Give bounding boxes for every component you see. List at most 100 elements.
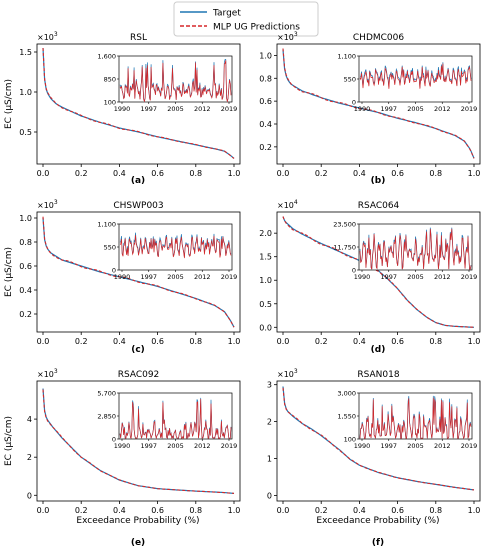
- y-tick-label: 1.0: [259, 276, 272, 285]
- inset-y-tick-label: 5,700: [97, 390, 116, 398]
- y-multiplier: ×103: [37, 199, 58, 210]
- panel-label: (d): [371, 345, 386, 355]
- x-tick-label: 0.6: [151, 169, 164, 178]
- plot-frame: [36, 43, 241, 165]
- inset-series-prediction: [119, 60, 232, 103]
- series-prediction: [42, 47, 235, 159]
- x-tick-label: 1.0: [468, 506, 481, 515]
- y-tick-label: 0.2: [19, 310, 32, 319]
- y-multiplier: ×104: [277, 199, 298, 210]
- inset-y-tick-label: 1,100: [337, 53, 356, 61]
- inset-x-tick-label: 2012: [194, 273, 211, 281]
- x-tick-label: 1.0: [228, 506, 241, 515]
- inset-x-tick-label: 2012: [194, 442, 211, 450]
- panel-title: RSAN018: [357, 370, 399, 380]
- x-tick-label: 0.8: [189, 506, 202, 515]
- y-tick-label: 0.2: [259, 143, 272, 152]
- y-tick-label: 1.0: [259, 51, 272, 60]
- y-tick-label: 1.0: [19, 214, 32, 223]
- inset-x-tick-label: 1990: [114, 105, 131, 113]
- x-tick-label: 0.8: [429, 337, 442, 346]
- inset-y-tick-label: 0: [352, 99, 356, 107]
- panel-label: (b): [371, 176, 386, 186]
- panel-4: RSAC064 ×104 0.0 0.2 0.4 0.6 0.8 1.0 0.0 0.5 1.0 1.…: [259, 199, 481, 355]
- inset-timeseries: 0 550 1,100 1990 1997 2005 2012 2019: [337, 53, 477, 114]
- series-prediction: [42, 389, 235, 494]
- inset-x-tick-label: 2019: [461, 442, 478, 450]
- x-tick-label: 0.6: [391, 169, 404, 178]
- x-tick-label: 0.6: [391, 337, 404, 346]
- panel-1: RSL ×103 0.0 0.2 0.4 0.6 0.8 1.0 0.5 1.0 1.5 (a) 100…: [19, 31, 241, 186]
- y-tick-label: 1.5: [19, 48, 32, 57]
- series-prediction: [282, 216, 475, 328]
- inset-series-prediction: [119, 235, 232, 259]
- x-tick-label: 0.2: [315, 337, 328, 346]
- panel-5: RSAC092 ×103 0.0 0.2 0.4 0.6 0.8 1.0 0 2 4 (e) 0 2,85…: [27, 368, 241, 548]
- x-tick-label: 1.0: [468, 169, 481, 178]
- inset-y-tick-label: 100: [344, 436, 356, 444]
- inset-x-tick-label: 2019: [221, 105, 238, 113]
- y-tick-label: 1.5: [259, 253, 272, 262]
- series-prediction: [282, 48, 475, 159]
- x-tick-label: 0.0: [37, 506, 50, 515]
- inset-x-tick-label: 1990: [354, 105, 371, 113]
- legend: Target MLP UG Predictions: [173, 1, 319, 37]
- inset-timeseries: 0 2,850 5,700 1990 1997 2005 2012 2019: [97, 390, 237, 451]
- x-tick-label: 0.8: [429, 506, 442, 515]
- inset-x-tick-label: 1997: [380, 273, 397, 281]
- ylabel-row3: EC (μS/cm): [4, 416, 14, 466]
- y-tick-label: 0: [27, 491, 32, 500]
- y-tick-label: 1: [267, 455, 272, 464]
- x-tick-label: 0.4: [113, 506, 126, 515]
- x-tick-label: 0.8: [189, 337, 202, 346]
- y-tick-label: 0.8: [259, 74, 272, 83]
- y-tick-label: 2: [27, 453, 32, 462]
- panel-title: RSL: [130, 33, 147, 43]
- y-tick-label: 0: [267, 491, 272, 500]
- y-tick-label: 2.0: [259, 229, 272, 238]
- inset-x-tick-label: 1997: [140, 273, 157, 281]
- series-target: [282, 386, 475, 491]
- y-tick-label: 3: [267, 381, 272, 390]
- inset-x-tick-label: 2019: [461, 273, 478, 281]
- inset-series-prediction: [359, 397, 472, 440]
- y-tick-label: 0.5: [259, 300, 272, 309]
- y-tick-label: 0.8: [19, 238, 32, 247]
- y-tick-label: 2: [267, 418, 272, 427]
- inset-timeseries: 0 11,750 23,500 1990 1997 2005 2012 2019: [333, 221, 477, 282]
- y-tick-label: 0.6: [259, 97, 272, 106]
- x-tick-label: 0.2: [315, 506, 328, 515]
- inset-y-tick-label: 0: [112, 436, 116, 444]
- inset-y-tick-label: 550: [104, 244, 116, 252]
- inset-x-tick-label: 1997: [380, 105, 397, 113]
- panel-title: RSAC064: [358, 201, 400, 211]
- inset-y-tick-label: 550: [344, 76, 356, 84]
- inset-y-tick-label: 0: [352, 267, 356, 275]
- inset-series-prediction: [359, 228, 472, 270]
- inset-y-tick-label: 100: [104, 99, 116, 107]
- panel-label: (f): [372, 538, 384, 548]
- x-tick-label: 0.4: [353, 169, 366, 178]
- panel-label: (e): [131, 538, 145, 548]
- inset-y-tick-label: 2,850: [97, 413, 116, 421]
- x-tick-label: 0.4: [353, 506, 366, 515]
- x-tick-label: 0.6: [151, 506, 164, 515]
- y-multiplier: ×103: [37, 31, 58, 42]
- inset-x-tick-label: 2005: [407, 273, 424, 281]
- inset-x-tick-label: 1990: [354, 273, 371, 281]
- panel-3: CHSWP003 ×103 0.0 0.2 0.4 0.6 0.8 1.0 0.2 0.4 0.6 0…: [19, 199, 241, 355]
- inset-x-tick-label: 2019: [221, 273, 238, 281]
- x-tick-label: 0.2: [315, 169, 328, 178]
- y-tick-label: 1.0: [19, 88, 32, 97]
- inset-y-tick-label: 850: [104, 76, 116, 84]
- ylabel-row1: EC (μS/cm): [4, 79, 14, 129]
- inset-x-tick-label: 1990: [354, 442, 371, 450]
- x-tick-label: 0.0: [277, 337, 290, 346]
- y-multiplier: ×103: [277, 368, 298, 379]
- y-tick-label: 0.4: [259, 120, 272, 129]
- panel-2: CHDMC006 ×103 0.0 0.2 0.4 0.6 0.8 1.0 0.2 0.4 0.6 0…: [259, 31, 481, 186]
- panel-label: (c): [131, 345, 145, 355]
- inset-x-tick-label: 2012: [434, 105, 451, 113]
- inset-x-tick-label: 2005: [167, 442, 184, 450]
